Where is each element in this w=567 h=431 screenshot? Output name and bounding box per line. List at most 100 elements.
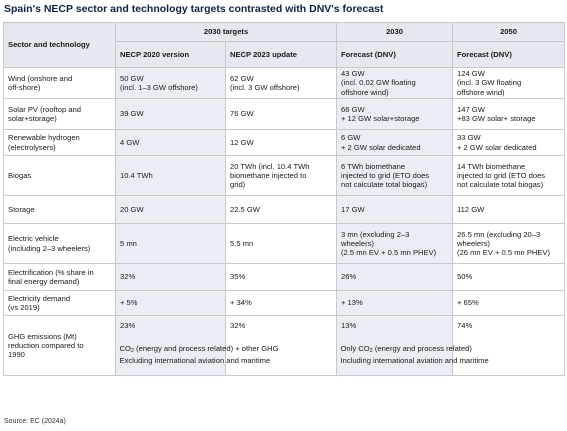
table-row: Biogas 10.4 TWh 20 TWh (incl. 10.4 TWh biom… xyxy=(3,155,566,196)
row-sector: Renewable hydrogen (electrolysers) xyxy=(3,129,116,156)
cell-dnv-2050-line: not calculate total biogas) xyxy=(457,180,544,190)
row-sector: Storage xyxy=(3,195,116,224)
cell-necp-2020: 39 GW xyxy=(115,98,226,130)
cell-necp-2023-line: + 34% xyxy=(230,298,252,308)
row-sector-line: (including 2–3 wheelers) xyxy=(8,243,91,253)
table-title: Spain's NECP sector and technology targe… xyxy=(4,3,384,15)
ghg-note-dnv-rest: (energy and process related) xyxy=(372,343,472,353)
cell-dnv-2050: 112 GW xyxy=(452,195,566,224)
cell-dnv-2030-line: 17 GW xyxy=(341,204,365,214)
cell-dnv-2050-line: 14 TWh biomethane xyxy=(457,161,526,171)
cell-necp-2020: 4 GW xyxy=(115,129,226,156)
row-sector: Wind (onshore and off-shore) xyxy=(3,67,116,99)
cell-necp-2023-line: 12 GW xyxy=(230,137,254,147)
cell-dnv-2050: 14 TWh biomethane injected to grid (ETO d… xyxy=(452,155,566,196)
table-row-ghg: GHG emissions (Mt) reduction compared to… xyxy=(3,315,566,376)
cell-necp-2020: + 5% xyxy=(115,290,226,316)
cell-dnv-2030-line: offshore wind) xyxy=(341,87,389,97)
ghg-note-necp-line2: Excluding international aviation and mar… xyxy=(119,355,271,365)
cell-necp-2023: + 34% xyxy=(224,290,338,316)
row-sector-line: Storage xyxy=(8,204,35,214)
cell-dnv-2030: + 13% xyxy=(336,290,454,316)
cell-necp-2023: 22.5 GW xyxy=(224,195,338,224)
ghg-necp-2020-value: 23% xyxy=(120,321,136,330)
cell-dnv-2030-line: 6 GW xyxy=(341,133,361,143)
ghg-necp-2023-value: 32% xyxy=(230,321,246,330)
targets-table-wrapper: Sector and technology 2030 targets 2030 … xyxy=(3,22,566,376)
header-necp-2023: NECP 2023 update xyxy=(224,41,338,68)
row-sector-line: Biogas xyxy=(8,170,32,180)
cell-dnv-2030: 3 mn (excluding 2–3 wheelers) (2.5 mn EV +… xyxy=(336,223,454,264)
row-sector-line: Wind (onshore and xyxy=(8,73,73,83)
cell-necp-2020-line: 39 GW xyxy=(120,109,144,119)
cell-dnv-2050-line: 112 GW xyxy=(457,204,485,214)
row-sector-line: Electric vehicle xyxy=(8,234,59,244)
cell-dnv-2050-line: + 2 GW solar dedicated xyxy=(457,142,537,152)
cell-dnv-2030: 6 TWh biomethane injected to grid (ETO do… xyxy=(336,155,454,196)
ghg-note-dnv-line2: Including international aviation and mar… xyxy=(340,355,489,365)
table-row: Electricity demand (vs 2019) + 5% + 34% + 13… xyxy=(3,290,566,316)
row-sector-ghg: GHG emissions (Mt) reduction compared to… xyxy=(3,315,116,376)
table-row: Storage 20 GW 22.5 GW 17 GW 112 GW xyxy=(3,195,566,224)
header-2030-targets: 2030 targets xyxy=(114,22,338,42)
cell-dnv-2030-line: not calculate total biogas) xyxy=(341,180,428,190)
ghg-dnv-2030: 13% xyxy=(336,315,454,376)
cell-dnv-2050: 50% xyxy=(452,263,566,291)
row-sector: Electricity demand (vs 2019) xyxy=(3,290,116,316)
source-note: Source: EC (2024a) xyxy=(4,418,66,425)
cell-dnv-2050-line: injected to grid (ETO does xyxy=(457,170,546,180)
row-sector-line: Renewable hydrogen xyxy=(8,133,80,143)
cell-necp-2023: 62 GW (incl. 3 GW offshore) xyxy=(224,67,338,99)
cell-dnv-2050: 147 GW +83 GW solar+ storage xyxy=(452,98,566,130)
row-sector-line: final energy demand) xyxy=(8,277,80,286)
row-sector-line: (electrolysers) xyxy=(8,142,56,152)
cell-dnv-2050-line: (26 mn EV + 0.5 mn PHEV) xyxy=(457,248,551,258)
cell-dnv-2050-line: (incl. 3 GW floating xyxy=(457,78,522,88)
row-sector: Biogas xyxy=(3,155,116,196)
cell-necp-2020-line: 20 GW xyxy=(120,204,144,214)
cell-dnv-2030-line: + 12 GW solar+storage xyxy=(341,114,420,123)
cell-dnv-2030-line: 3 mn (excluding 2–3 xyxy=(341,229,410,239)
cell-necp-2023-line: 62 GW xyxy=(230,73,254,83)
cell-necp-2020: 20 GW xyxy=(115,195,226,224)
table-row: Solar PV (rooftop and solar+storage) 39 GW… xyxy=(3,98,566,130)
ghg-note-necp: CO2 (energy and process related) + other… xyxy=(120,344,279,365)
cell-necp-2023: 35% xyxy=(224,263,338,291)
ghg-note-necp-subscript: 2 xyxy=(130,347,134,354)
cell-dnv-2050-line: offshore wind) xyxy=(457,87,505,97)
cell-dnv-2050-line: +83 GW solar+ storage xyxy=(457,114,536,123)
cell-dnv-2050-line: 26.5 mn (excluding 20–3 xyxy=(457,229,541,239)
header-forecast-2050: Forecast (DNV) xyxy=(452,41,566,68)
row-sector-line: Electrification (% share in xyxy=(8,267,94,277)
cell-necp-2020-line: 10.4 TWh xyxy=(120,170,153,180)
cell-necp-2023: 20 TWh (incl. 10.4 TWh biomethane injecte… xyxy=(224,155,338,196)
cell-necp-2023-line: biomethane injected to xyxy=(230,170,307,180)
ghg-note-necp-line1: CO2 (energy and process related) + other… xyxy=(120,344,279,356)
cell-dnv-2050-line: + 65% xyxy=(457,298,479,308)
row-sector-line: solar+storage) xyxy=(8,114,57,123)
cell-necp-2023: 5.5 mn xyxy=(224,223,338,264)
cell-necp-2020: 32% xyxy=(115,263,226,291)
cell-dnv-2050: 26.5 mn (excluding 20–3 wheelers) (26 mn E… xyxy=(452,223,566,264)
table-body: Wind (onshore and off-shore) 50 GW (incl. 1… xyxy=(3,67,566,376)
ghg-dnv-2030-value: 13% xyxy=(341,321,357,330)
cell-dnv-2050-line: 147 GW xyxy=(457,104,485,114)
cell-necp-2020-line: 50 GW xyxy=(120,73,144,83)
cell-dnv-2050-line: wheelers) xyxy=(457,238,490,248)
header-2030: 2030 xyxy=(336,22,454,42)
row-sector: Electric vehicle (including 2–3 wheelers) xyxy=(3,223,116,264)
header-necp-2020: NECP 2020 version xyxy=(115,41,226,68)
table-row: Electrification (% share in final energy … xyxy=(3,263,566,291)
row-sector-line: Electricity demand xyxy=(8,293,71,303)
cell-dnv-2030: 26% xyxy=(336,263,454,291)
table-row: Wind (onshore and off-shore) 50 GW (incl. 1… xyxy=(3,67,566,99)
cell-dnv-2030: 17 GW xyxy=(336,195,454,224)
row-sector-line: off-shore) xyxy=(8,83,41,92)
cell-dnv-2030-line: + 13% xyxy=(341,298,363,308)
cell-necp-2020: 50 GW (incl. 1–3 GW offshore) xyxy=(115,67,226,99)
cell-dnv-2030: 43 GW (incl. 0.02 GW floating offshore win… xyxy=(336,67,454,99)
ghg-note-necp-co: CO xyxy=(119,343,131,353)
cell-necp-2020-line: 5 mn xyxy=(120,238,137,248)
table-row: Renewable hydrogen (electrolysers) 4 GW 12 … xyxy=(3,129,566,156)
cell-necp-2023-line: 20 TWh (incl. 10.4 TWh xyxy=(230,161,310,171)
